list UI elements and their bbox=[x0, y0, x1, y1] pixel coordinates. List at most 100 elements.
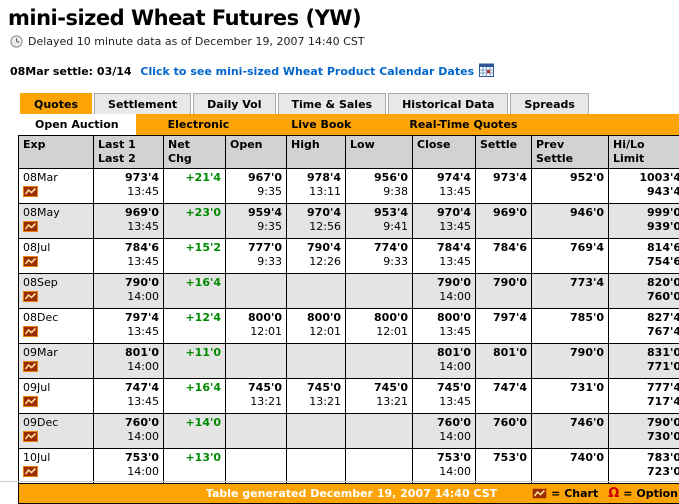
chart-icon[interactable] bbox=[23, 291, 38, 302]
cell-net-chg: +11'0 bbox=[164, 344, 226, 379]
chart-icon[interactable] bbox=[23, 396, 38, 407]
cell-exp: 08Mar bbox=[19, 169, 94, 204]
tab-historical-data[interactable]: Historical Data bbox=[388, 93, 508, 114]
calendar-dates-link[interactable]: Click to see mini-sized Wheat Product Ca… bbox=[140, 65, 474, 78]
tab-time-and-sales[interactable]: Time & Sales bbox=[278, 93, 387, 114]
col-high: High bbox=[287, 136, 346, 169]
subtab-open-auction[interactable]: Open Auction bbox=[18, 114, 136, 135]
chart-icon[interactable] bbox=[23, 431, 38, 442]
tab-daily-vol[interactable]: Daily Vol bbox=[193, 93, 275, 114]
subtab-real-time-quotes[interactable]: Real-Time Quotes bbox=[399, 114, 527, 135]
cell-prev-settle: 731'0 bbox=[532, 379, 609, 414]
table-footer: Table generated December 19, 2007 14:40 … bbox=[18, 484, 679, 504]
chart-legend-label: = Chart bbox=[551, 487, 598, 500]
col-low: Low bbox=[346, 136, 413, 169]
option-legend-label: = Option bbox=[623, 487, 678, 500]
chart-icon[interactable] bbox=[23, 221, 38, 232]
cell-low bbox=[346, 449, 413, 484]
cell-exp: 09Jul bbox=[19, 379, 94, 414]
subtab-electronic[interactable]: Electronic bbox=[158, 114, 240, 135]
subtab-live-book[interactable]: Live Book bbox=[281, 114, 361, 135]
cell-settle: 753'0 bbox=[476, 449, 532, 484]
cell-settle: 747'4 bbox=[476, 379, 532, 414]
cell-settle: 760'0 bbox=[476, 414, 532, 449]
cell-exp: 08May bbox=[19, 204, 94, 239]
cell-exp: 08Sep bbox=[19, 274, 94, 309]
contract-month: 08May bbox=[23, 206, 89, 220]
cell-high bbox=[287, 414, 346, 449]
cell-prev-settle: 946'0 bbox=[532, 204, 609, 239]
tab-quotes[interactable]: Quotes bbox=[20, 93, 92, 114]
cell-net-chg: +14'0 bbox=[164, 414, 226, 449]
col-close: Close bbox=[413, 136, 476, 169]
page-title: mini-sized Wheat Futures (YW) bbox=[8, 6, 679, 30]
cell-low bbox=[346, 274, 413, 309]
footer-legend: = Chart Ω = Option bbox=[532, 484, 678, 503]
sub-tabs: Open Auction Electronic Live Book Real-T… bbox=[18, 114, 679, 135]
cell-exp: 08Dec bbox=[19, 309, 94, 344]
chart-icon[interactable] bbox=[23, 326, 38, 337]
contract-month: 09Jul bbox=[23, 381, 89, 395]
contract-month: 08Jul bbox=[23, 241, 89, 255]
chart-icon[interactable] bbox=[23, 361, 38, 372]
calendar-icon[interactable] bbox=[479, 63, 494, 80]
cell-high bbox=[287, 449, 346, 484]
col-exp: Exp bbox=[19, 136, 94, 169]
cell-exp: 09Dec bbox=[19, 414, 94, 449]
cell-prev-settle: 952'0 bbox=[532, 169, 609, 204]
cell-prev-settle: 773'4 bbox=[532, 274, 609, 309]
cell-net-chg: +16'4 bbox=[164, 274, 226, 309]
cell-settle: 797'4 bbox=[476, 309, 532, 344]
cell-net-chg: +13'0 bbox=[164, 449, 226, 484]
chart-icon[interactable] bbox=[23, 256, 38, 267]
settle-label: 08Mar settle: 03/14 bbox=[10, 65, 135, 78]
cell-net-chg: +21'4 bbox=[164, 169, 226, 204]
cell-exp: 08Jul bbox=[19, 239, 94, 274]
cell-high bbox=[287, 274, 346, 309]
tab-spreads[interactable]: Spreads bbox=[510, 93, 589, 114]
cell-prev-settle: 785'0 bbox=[532, 309, 609, 344]
clock-icon bbox=[10, 35, 23, 48]
delayed-notice: Delayed 10 minute data as of December 19… bbox=[10, 35, 679, 48]
cell-settle: 969'0 bbox=[476, 204, 532, 239]
chart-icon[interactable] bbox=[23, 466, 38, 477]
tab-settlement[interactable]: Settlement bbox=[94, 93, 191, 114]
chart-icon bbox=[532, 488, 547, 499]
chart-icon[interactable] bbox=[23, 186, 38, 197]
